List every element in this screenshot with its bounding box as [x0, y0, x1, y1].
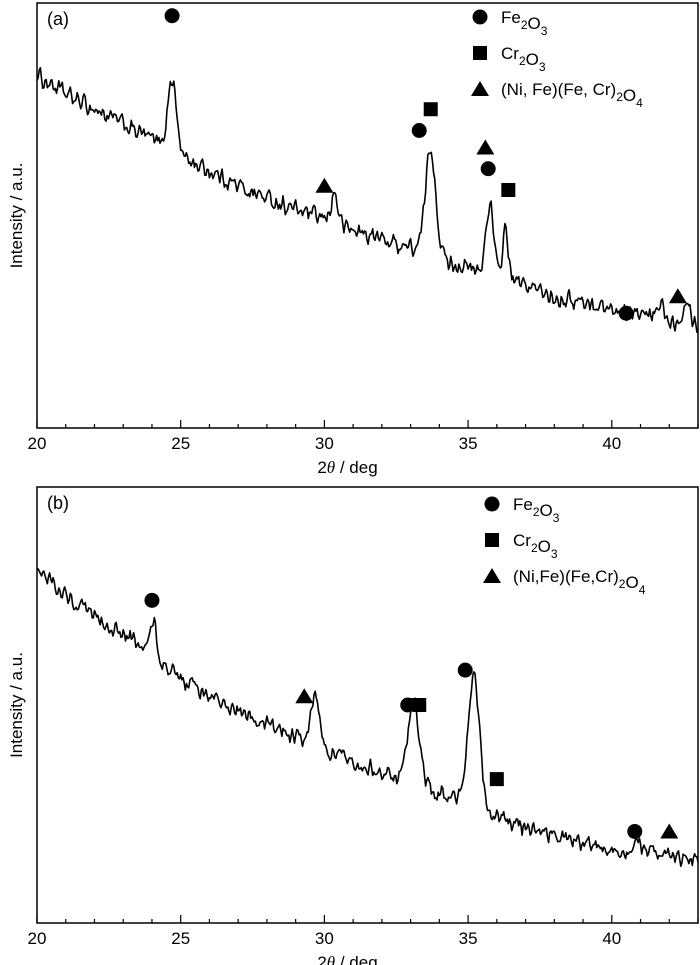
- phase-marker-triangle: [476, 139, 495, 155]
- phase-marker-triangle: [668, 288, 687, 304]
- legend-label: Cr2O3: [501, 44, 546, 74]
- phase-marker-circle: [411, 123, 427, 138]
- x-tick-label: 35: [459, 434, 478, 453]
- legend-label: (Ni, Fe)(Fe, Cr)2O4: [501, 80, 643, 110]
- phase-marker-square: [412, 698, 427, 712]
- phase-marker-circle: [144, 592, 160, 608]
- phase-marker-circle: [480, 161, 496, 177]
- legend-circle-icon: [484, 496, 500, 512]
- x-tick-label: 20: [28, 929, 47, 948]
- legend-label: Cr2O3: [513, 531, 558, 561]
- x-tick-label: 40: [602, 434, 621, 453]
- xrd-panel-a: 20 25 30 35 40 2θ / deg Intensity / a.u. (a) Fe2…: [7, 2, 699, 477]
- plot-frame: [36, 486, 699, 924]
- legend-label: Fe2O3: [513, 495, 560, 525]
- y-axis-title: Intensity / a.u.: [7, 163, 26, 269]
- legend: Fe2O3 Cr2O3 (Ni, Fe)(Fe, Cr)2O4: [471, 8, 643, 110]
- panel-label: (a): [47, 9, 69, 29]
- legend-square-icon: [473, 46, 487, 60]
- legend-circle-icon: [472, 9, 488, 25]
- x-axis-title: 2θ / deg: [317, 953, 377, 965]
- panel-label: (b): [47, 493, 69, 513]
- x-axis-title: 2θ / deg: [317, 458, 377, 477]
- phase-marker-triangle: [295, 688, 314, 704]
- x-tick-label: 25: [171, 929, 190, 948]
- phase-marker-circle: [627, 823, 643, 839]
- x-tick-label: 35: [459, 929, 478, 948]
- phase-marker-triangle: [315, 177, 334, 193]
- phase-marker-square: [489, 772, 504, 787]
- xrd-spectrum-line: [36, 67, 699, 334]
- phase-marker-circle: [618, 305, 634, 321]
- legend-label: Fe2O3: [501, 8, 548, 38]
- legend-label: (Ni,Fe)(Fe,Cr)2O4: [513, 567, 646, 597]
- phase-marker-square: [423, 102, 438, 117]
- x-tick-label: 40: [602, 929, 621, 948]
- phase-marker-triangle: [660, 823, 679, 839]
- x-tick-label: 20: [28, 434, 47, 453]
- phase-marker-circle: [457, 662, 473, 678]
- phase-marker-square: [501, 183, 516, 197]
- legend-square-icon: [485, 533, 499, 547]
- xrd-spectrum-line: [36, 568, 699, 867]
- legend-triangle-icon: [471, 81, 489, 96]
- x-tick-label: 25: [171, 434, 190, 453]
- legend-triangle-icon: [483, 568, 501, 583]
- phase-marker-circle: [400, 697, 416, 713]
- legend: Fe2O3 Cr2O3 (Ni,Fe)(Fe,Cr)2O4: [483, 495, 646, 597]
- x-tick-label: 30: [315, 929, 334, 948]
- xrd-panel-b: 20 25 30 35 40 2θ / deg Intensity / a.u. (b) Fe2…: [7, 486, 699, 965]
- x-tick-label: 30: [315, 434, 334, 453]
- plot-frame: [36, 2, 699, 429]
- phase-marker-circle: [164, 8, 180, 24]
- y-axis-title: Intensity / a.u.: [7, 652, 26, 758]
